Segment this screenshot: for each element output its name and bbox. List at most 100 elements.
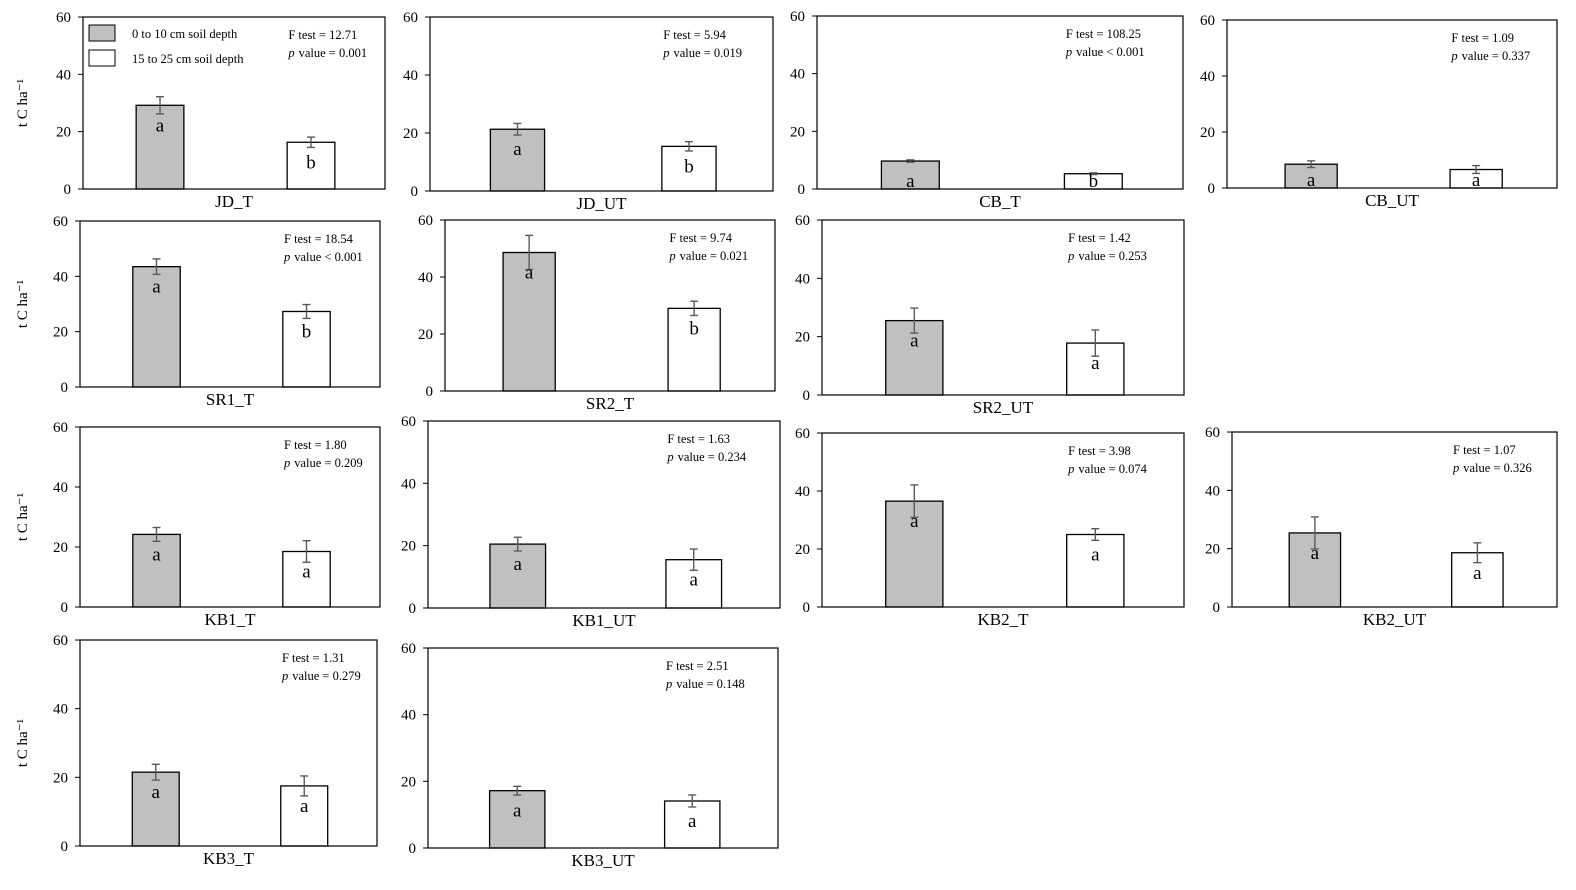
y-tick-label: 40 [790, 67, 805, 83]
plot-frame [1226, 19, 1558, 189]
bar-shallow [132, 265, 181, 388]
y-tick-label: 40 [418, 270, 433, 286]
plot-frame [79, 639, 378, 847]
error-bar [302, 303, 311, 320]
error-bar [910, 484, 919, 519]
y-tick-label: 40 [403, 68, 418, 84]
y-tick-label: 60 [418, 213, 433, 229]
p-symbol: p [662, 46, 669, 60]
y-tick-label: 0 [409, 841, 417, 857]
p-value: value = 0.337 [1462, 49, 1531, 63]
p-value-text: p value = 0.021 [668, 249, 748, 263]
y-tick-label: 0 [409, 601, 417, 617]
error-bar [151, 763, 160, 781]
plot-frame [79, 220, 381, 388]
legend: 0 to 10 cm soil depth 15 to 25 cm soil de… [88, 24, 244, 67]
panel-title: SR2_T [586, 394, 635, 413]
y-axis-label: t C ha⁻¹ [15, 280, 31, 328]
plot-frame [821, 432, 1185, 608]
y-tick-label: 0 [426, 384, 434, 400]
p-symbol: p [1067, 462, 1074, 476]
panel-title: KB3_T [203, 849, 255, 868]
significance-letter: a [152, 782, 161, 803]
p-symbol: p [668, 249, 675, 263]
significance-letter: b [684, 156, 694, 177]
significance-letter: b [1089, 171, 1099, 192]
y-tick-label: 60 [401, 641, 416, 657]
bar-shallow [135, 104, 185, 190]
significance-letter: a [910, 331, 919, 352]
error-bar [1091, 329, 1100, 357]
y-tick-label: 60 [795, 213, 810, 229]
significance-letter: a [1473, 563, 1482, 584]
y-tick-label: 0 [64, 182, 72, 198]
y-tick-label: 40 [1205, 483, 1220, 499]
y-tick-label: 0 [411, 184, 419, 200]
panel-cb-ut: 0 20 40 60 a a CB_UT F test = 1.09 p value = 0.33… [1200, 13, 1558, 210]
p-value: value = 0.019 [673, 46, 742, 60]
plot-frame [427, 420, 781, 609]
panel-title: KB1_T [205, 610, 257, 629]
plot-frame [429, 16, 774, 192]
plot-frame [82, 16, 386, 190]
f-test-text: F test = 1.42 [1068, 231, 1131, 245]
p-symbol: p [283, 250, 290, 264]
significance-letter: a [513, 139, 522, 160]
significance-letter: a [525, 262, 534, 283]
significance-letter: a [906, 171, 915, 192]
error-bar [513, 536, 522, 552]
y-tick-label: 20 [790, 124, 805, 140]
y-tick-label: 40 [53, 702, 68, 718]
f-test-text: F test = 5.94 [663, 28, 726, 42]
y-tick-label: 0 [1213, 600, 1221, 616]
error-bar [513, 122, 522, 136]
plot-frame [821, 219, 1185, 396]
significance-letter: a [690, 570, 699, 591]
bar-shallow [488, 790, 546, 849]
y-tick-label: 0 [1208, 181, 1216, 197]
error-bar [300, 775, 309, 797]
f-test-text: F test = 108.25 [1066, 27, 1141, 41]
legend-label: 15 to 25 cm soil depth [132, 52, 244, 66]
error-bar [689, 548, 698, 571]
p-value: value < 0.001 [1076, 45, 1145, 59]
f-test-text: F test = 12.71 [288, 28, 357, 42]
p-value: value = 0.148 [676, 677, 745, 691]
significance-letter: a [513, 801, 522, 822]
error-bar [1473, 542, 1482, 564]
p-value: value = 0.253 [1078, 249, 1147, 263]
f-test-text: F test = 1.63 [667, 432, 730, 446]
error-bar [690, 300, 699, 317]
y-tick-label: 0 [798, 182, 806, 198]
plot-frame [816, 15, 1184, 190]
bar-shallow [489, 128, 546, 192]
p-value: value = 0.001 [299, 46, 368, 60]
p-value-text: p value < 0.001 [1065, 45, 1145, 59]
panel-sr1-t: 0 20 40 60 a b SR1_T F test = 18.54 p value < 0.0… [15, 214, 381, 409]
bar-deep [1066, 533, 1125, 608]
y-tick-label: 20 [53, 325, 68, 341]
y-tick-label: 40 [401, 708, 416, 724]
y-tick-label: 20 [795, 330, 810, 346]
legend-swatch [88, 49, 116, 67]
bar-shallow [502, 251, 556, 392]
p-value-text: p value = 0.074 [1067, 462, 1147, 476]
panel-title: KB1_UT [572, 611, 636, 630]
y-tick-label: 0 [61, 600, 69, 616]
panel-cb-t: 0 20 40 60 a b CB_T F test = 108.25 p value < 0.0… [790, 9, 1184, 211]
panel-title: CB_T [979, 192, 1021, 211]
panel-jd-t: 0 20 40 60 a b JD_T F test = 12.71 p value = 0.00… [15, 10, 386, 211]
error-bar [1091, 528, 1100, 541]
y-tick-label: 20 [418, 327, 433, 343]
error-bar [302, 540, 311, 563]
panel-title: JD_T [215, 192, 253, 211]
significance-letter: a [156, 115, 165, 136]
panel-sr2-t: 0 20 40 60 a b SR2_T F test = 9.74 p value = 0.02… [418, 213, 776, 413]
error-bar [513, 785, 522, 796]
significance-letter: b [306, 152, 316, 173]
panel-title: KB3_UT [571, 851, 635, 870]
panel-title: JD_UT [576, 194, 627, 213]
p-value-text: p value = 0.148 [665, 677, 745, 691]
p-value: value = 0.234 [678, 450, 747, 464]
significance-letter: a [688, 811, 697, 832]
